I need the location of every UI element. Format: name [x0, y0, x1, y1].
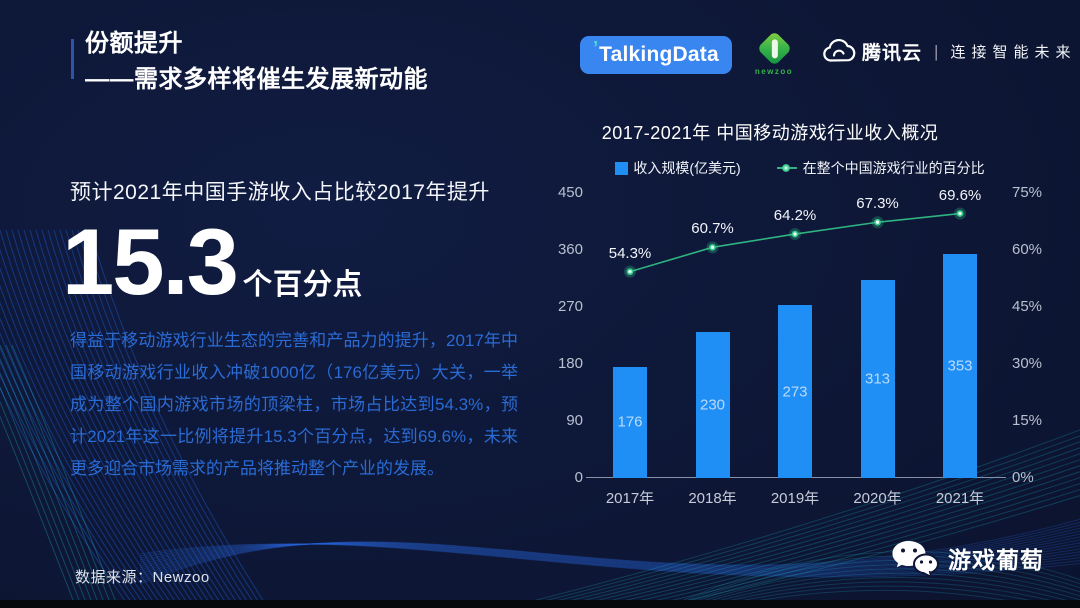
x-axis-label: 2019年 — [770, 490, 820, 507]
line-point-label: 69.6% — [938, 186, 982, 204]
bar-2020年: 313 — [860, 279, 895, 478]
right-axis-tick: 75% — [1012, 184, 1043, 201]
wechat-icon — [892, 541, 939, 578]
title-accent-bar — [71, 39, 74, 79]
legend-item-percentage: 在整个中国游戏行业的百分比 — [776, 158, 985, 178]
legend-line-label: 在整个中国游戏行业的百分比 — [802, 160, 985, 176]
page-title-line1: 份额提升 — [85, 30, 183, 57]
data-source-note: 数据来源：Newzoo — [75, 569, 210, 586]
bar-2018年: 230 — [695, 332, 730, 478]
line-point-label: 60.7% — [691, 220, 734, 238]
logo-divider: | — [934, 41, 939, 61]
left-axis-tick: 180 — [557, 355, 583, 372]
left-axis-tick: 90 — [566, 412, 583, 429]
x-axis-label: 2018年 — [688, 490, 737, 507]
chart-right-axis: 75% 60% 45% 30% 15% 0% — [1012, 0, 1062, 608]
footer-brand: 游戏葡萄 — [890, 538, 1044, 578]
chart-title: 2017-2021年 中国移动游戏行业收入概况 — [601, 123, 939, 143]
bar-2019年: 273 — [778, 305, 812, 478]
footer-brand-text: 游戏葡萄 — [948, 547, 1044, 573]
legend-item-revenue: 收入规模(亿美元) — [615, 158, 741, 178]
page-title-line2: ——需求多样将催生发展新动能 — [85, 66, 428, 93]
newzoo-diamond-icon — [756, 30, 792, 67]
right-axis-tick: 45% — [1012, 298, 1043, 315]
key-stat: 15.3 个百分点 — [62, 212, 363, 312]
legend-line-marker-icon — [776, 164, 797, 172]
cloud-icon — [823, 38, 856, 62]
key-stat-unit: 个百分点 — [242, 269, 363, 301]
newzoo-logo: newzoo — [750, 30, 798, 84]
chart-legend: 收入规模(亿美元) 在整个中国游戏行业的百分比 — [560, 158, 1040, 178]
right-axis-tick: 15% — [1012, 412, 1043, 429]
left-axis-tick: 270 — [557, 298, 583, 315]
x-axis-label: 2020年 — [853, 490, 902, 507]
chart-left-axis: 450 360 270 180 90 0 — [540, 0, 583, 608]
tencent-tagline: 连接智能未来 — [950, 44, 1077, 61]
page-title: 份额提升 ——需求多样将催生发展新动能 — [85, 26, 428, 98]
line-point-label: 67.3% — [856, 195, 899, 213]
percentage-line-series — [624, 207, 966, 278]
x-axis-label: 2017年 — [605, 490, 655, 507]
bottom-black-strip — [0, 600, 1080, 608]
body-paragraph: 得益于移动游戏行业生态的完善和产品力的提升，2017年中国移动游戏行业收入冲破1… — [70, 331, 518, 478]
tencent-cloud-text: 腾讯云 — [862, 43, 923, 64]
talkingdata-tick-mark: ’ — [593, 37, 599, 58]
line-point-label: 54.3% — [608, 244, 652, 262]
bar-value-label: 313 — [864, 370, 891, 388]
bar-value-label: 353 — [947, 357, 973, 375]
left-axis-tick: 0 — [574, 469, 583, 486]
tencent-cloud-logo: 腾讯云 | 连接智能未来 — [822, 38, 1076, 65]
line-point-label: 64.2% — [773, 207, 817, 225]
bar-2021年: 353 — [943, 254, 977, 478]
newzoo-logo-text: newzoo — [754, 67, 794, 76]
legend-bar-label: 收入规模(亿美元) — [633, 160, 741, 176]
bar-value-label: 273 — [782, 383, 808, 401]
bar-2017年: 176 — [613, 366, 647, 478]
chart-plot-area: 176 230 273 313 353 54.3% 60.7% 64.2% 67.3% 69.6% — [590, 187, 1005, 478]
legend-bar-swatch-icon — [615, 161, 629, 175]
key-stat-value: 15.3 — [62, 209, 239, 314]
bar-value-label: 176 — [617, 413, 643, 431]
left-axis-tick: 450 — [557, 184, 583, 201]
right-axis-tick: 60% — [1012, 241, 1043, 258]
x-axis-label: 2021年 — [935, 490, 985, 507]
right-axis-tick: 0% — [1012, 469, 1034, 486]
bar-value-label: 230 — [699, 396, 726, 414]
right-axis-tick: 30% — [1012, 355, 1043, 372]
talkingdata-logo: ’ TalkingData — [580, 36, 732, 74]
left-axis-tick: 360 — [557, 241, 583, 258]
key-stat-caption: 预计2021年中国手游收入占比较2017年提升 — [70, 181, 490, 204]
chart-x-axis-labels: 2017年 2018年 2019年 2020年 2021年 — [590, 487, 1005, 509]
talkingdata-logo-text: TalkingData — [599, 43, 719, 66]
